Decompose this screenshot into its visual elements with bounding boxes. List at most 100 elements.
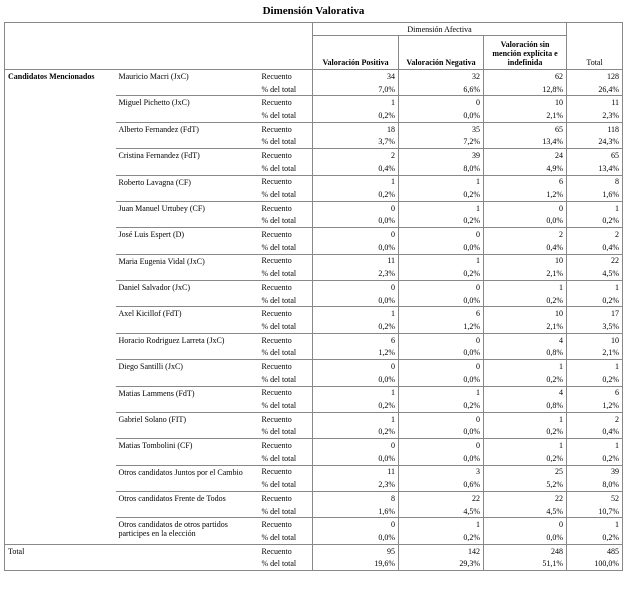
header-row: Valoración Positiva Valoración Negativa … [5,35,623,70]
candidate-name: Miguel Pichetto (JxC) [115,95,259,123]
count-cell: 2 [566,411,623,426]
percent-cell: 0,0% [312,240,399,255]
count-cell: 35 [398,121,484,136]
count-cell: 1 [566,279,623,294]
data-row: % del total 0,0% 0,2% 0,0% 0,2% [5,531,623,545]
data-row: % del total 0,2% 0,2% 0,8% 1,2% [5,399,623,413]
percent-cell: 13,4% [483,135,567,149]
percent-cell: 26,4% [566,82,623,96]
stat-label: % del total [261,269,297,279]
column-header: Valoración Positiva [312,35,399,70]
data-row: Otros candidatos de otros partidos parti… [5,517,623,545]
count-cell: 95 [312,543,399,558]
percent-cell: 1,2% [483,188,567,202]
count-cell: 10 [483,95,567,110]
percent-cell: 51,1% [483,557,567,571]
stat-label: % del total [261,137,297,147]
percent-cell: 0,2% [398,188,484,202]
count-cell: 65 [566,148,623,162]
count-cell: 485 [566,543,623,558]
candidate-name: Cristina Fernandez (FdT) [115,148,259,175]
percent-cell: 0,2% [398,214,484,228]
percent-cell: 29,3% [398,557,484,571]
stat-label: Recuento [258,200,313,215]
percent-cell: 100,0% [566,557,623,571]
stat-label: Recuento [258,306,313,321]
candidate-name: Maria Eugenia Vidal (JxC) [115,253,259,281]
percent-cell: 0,0% [398,451,484,466]
data-row: % del total 2,3% 0,6% 5,2% 8,0% [5,478,623,492]
count-cell: 0 [398,279,484,294]
percent-cell: 0,2% [398,399,484,413]
stat-label: % del total [261,427,297,437]
percent-cell: 0,0% [398,346,484,360]
data-row: Otros candidatos Frente de Todos Recuento… [5,490,623,518]
percent-cell: 0,8% [483,399,567,413]
count-cell: 0 [312,359,399,373]
stat-label: % del total [261,242,297,252]
stat-label: % del total [261,216,297,226]
percent-cell: 4,5% [483,504,567,518]
count-cell: 1 [312,385,399,400]
stat-label: % del total [261,532,297,542]
data-row: José Luis Espert (D) Recuento 0 0 2 2 [5,227,623,255]
data-row: Total Recuento 95 142 248 485 [4,543,623,571]
count-cell: 3 [398,464,484,479]
count-cell: 6 [566,385,623,400]
spanner: Dimensión Afectiva [312,22,567,36]
stat-label: % del total [261,348,297,358]
stat-label: % del total [261,401,297,411]
count-cell: 22 [398,490,484,505]
count-cell: 0 [312,517,399,532]
percent-cell: 2,3% [566,109,623,123]
candidate-name: José Luis Espert (D) [115,227,259,255]
candidate-name: Otros candidatos Juntos por el Cambio [115,464,259,492]
percent-cell: 0,4% [312,161,399,175]
count-cell: 0 [312,227,399,241]
corner-cell [4,22,313,70]
data-row: Alberto Fernandez (FdT) Recuento 18 35 65 118 [5,121,623,149]
table-title: Dimensión Valorativa [262,5,365,17]
data-row: Matias Lammens (FdT) Recuento 1 1 4 6 [5,385,623,413]
percent-cell: 0,2% [566,451,623,466]
stat-label: Recuento [258,253,313,268]
percent-cell: 0,0% [312,214,399,228]
count-cell: 1 [566,200,623,215]
percent-cell: 2,1% [566,346,623,360]
count-cell: 18 [312,121,399,136]
count-cell: 62 [483,68,567,83]
count-cell: 0 [398,359,484,373]
count-cell: 65 [483,121,567,136]
count-cell: 22 [566,253,623,268]
percent-cell: 0,0% [398,109,484,123]
count-cell: 1 [483,438,567,452]
count-cell: 24 [483,148,567,162]
percent-cell: 0,2% [312,320,399,334]
stat-label: Recuento [258,227,313,241]
stat-label: Recuento [258,174,313,189]
candidate-name: Axel Kicillof (FdT) [115,306,259,334]
percent-cell: 0,0% [398,425,484,439]
data-row: % del total 2,3% 0,2% 2,1% 4,5% [5,267,623,281]
count-cell: 11 [566,95,623,110]
data-row: Gabriel Solano (FIT) Recuento 1 0 1 2 [5,411,623,439]
count-cell: 25 [483,464,567,479]
percent-cell: 0,4% [566,425,623,439]
candidate-name: Horacio Rodriguez Larreta (JxC) [115,332,259,360]
percent-cell: 0,2% [483,425,567,439]
data-row: % del total 0,2% 0,0% 0,2% 0,4% [5,425,623,439]
stat-label: % del total [261,295,297,305]
column-header: Valoración sin mención explícita e indef… [483,35,567,70]
data-row: Candidatos Mencionados Mauricio Macri (Jx… [5,68,623,83]
count-cell: 6 [398,306,484,321]
count-cell: 1 [398,385,484,400]
percent-cell: 5,2% [483,478,567,492]
data-row: % del total 1,6% 4,5% 4,5% 10,7% [5,504,623,518]
count-cell: 34 [312,68,399,83]
candidate-name: Juan Manuel Urtubey (CF) [115,200,259,228]
count-cell: 1 [398,174,484,189]
stat-label: Recuento [258,279,313,294]
count-cell: 11 [312,464,399,479]
percent-cell: 0,0% [398,372,484,386]
percent-cell: 0,2% [566,214,623,228]
